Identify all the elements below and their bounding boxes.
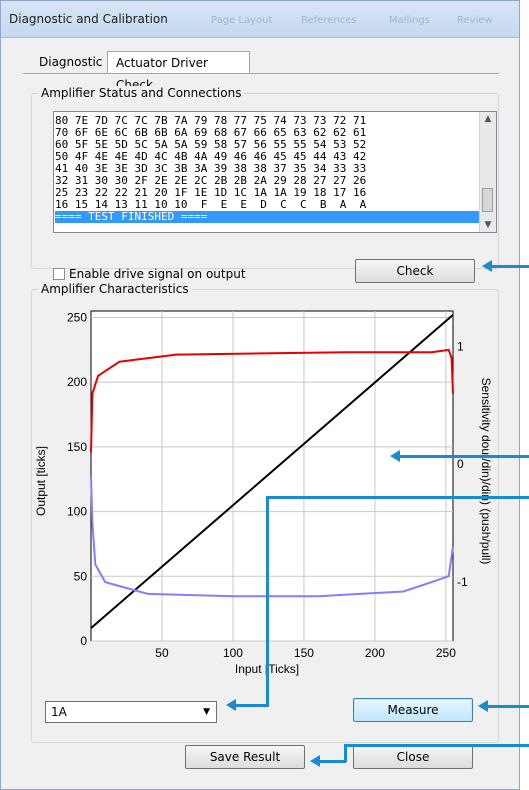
amplifier-status-group: Amplifier Status and Connections [31,86,499,269]
list-item[interactable]: 60 5F 5E 5D 5C 5A 5A 59 58 57 56 55 55 5… [55,138,367,151]
list-item-selected[interactable]: ==== TEST FINISHED ==== [55,211,480,223]
callout-line [266,496,269,706]
callout-line [268,496,529,499]
list-item[interactable]: 70 6F 6E 6C 6B 6B 6A 69 68 67 66 65 63 6… [55,126,367,139]
scroll-up-icon[interactable]: ▲ [484,114,492,124]
ghost-tab: Page Layout [211,15,273,26]
status-listbox[interactable]: 80 7E 7D 7C 7C 7B 7A 79 78 77 75 74 73 7… [53,111,497,233]
amplifier-characteristics-group: Amplifier Characteristics [31,282,499,743]
save-result-button[interactable]: Save Result [185,745,305,769]
ghost-tab: References [301,15,357,26]
callout-line [236,704,269,707]
x-tick-label: 200 [365,646,385,660]
callout-line [488,705,529,708]
close-button[interactable]: Close [353,745,473,769]
callout-arrow-icon [226,699,236,711]
x-tick-label: 50 [155,646,169,660]
scroll-thumb[interactable] [482,188,493,212]
callout-arrow-icon [478,700,488,712]
chevron-down-icon[interactable]: ▼ [203,707,210,717]
ghost-tab: Mailings [389,15,430,26]
y2-tick-label: 0 [457,457,464,471]
x-tick-label: 150 [294,646,314,660]
measure-button[interactable]: Measure [353,698,473,722]
y-tick-label: 100 [67,505,87,519]
y-axis-label: Output [ticks] [34,446,48,516]
window-title: Diagnostic and Calibration [9,12,168,26]
enable-drive-checkbox[interactable] [53,268,65,280]
y-tick-label: 250 [67,310,87,324]
amplifier-characteristics-title: Amplifier Characteristics [38,282,192,296]
callout-arrow-icon [390,450,400,462]
check-button[interactable]: Check [355,259,475,283]
list-item[interactable]: 16 15 14 13 11 10 10 F E E D C C B A A [55,198,367,211]
tab-actuator-driver-check[interactable]: Actuator Driver Check [107,51,250,92]
list-scrollbar[interactable]: ▲ ▼ [479,112,496,232]
ghost-tab: Review [457,15,493,26]
amplifier-status-title: Amplifier Status and Connections [38,86,245,100]
y-tick-label: 200 [67,375,87,389]
list-item[interactable]: 50 4F 4E 4E 4D 4C 4B 4A 49 46 46 45 45 4… [55,150,367,163]
callout-line [346,744,529,747]
tab-diagnostic[interactable]: Diagnostic [39,55,103,69]
list-item[interactable]: 41 40 3E 3E 3D 3C 3B 3A 39 38 38 37 35 3… [55,162,367,175]
series-line-1 [90,348,454,453]
callout-line [492,265,529,268]
y-tick-label: 50 [74,569,88,583]
channel-dropdown[interactable]: 1A ▼ [45,701,217,723]
axis-labels: 50 100 150 200 250 0 50 100 150 200 250 -1 0 1 [67,310,468,660]
channel-dropdown-value: 1A [51,705,67,719]
callout-line [344,744,347,762]
x-tick-label: 250 [436,646,456,660]
x-tick-label: 100 [223,646,243,660]
callout-line [320,760,346,763]
scroll-down-icon[interactable]: ▼ [484,220,492,230]
y2-axis-label: Sensitivity dout/din)/din) (push/pull) [479,378,493,565]
series-line-2 [90,475,454,598]
y-tick-label: 150 [67,440,87,454]
series-layer [90,314,454,629]
list-item[interactable]: 32 31 30 30 2F 2E 2E 2C 2B 2B 2A 29 28 2… [55,174,367,187]
y2-tick-label: -1 [457,575,468,589]
chart-grid [91,311,453,642]
callout-line [400,455,529,458]
list-item[interactable]: 80 7E 7D 7C 7C 7B 7A 79 78 77 75 74 73 7… [55,114,367,127]
y-tick-label: 0 [80,634,87,648]
callout-arrow-icon [482,260,492,272]
title-bar: Diagnostic and Calibration Page Layout R… [1,1,519,38]
list-item[interactable]: 25 23 22 22 21 20 1F 1E 1D 1C 1A 1A 19 1… [55,186,367,199]
callout-arrow-icon [310,755,320,767]
tab-page [23,73,499,784]
series-line-0 [90,314,454,629]
y2-tick-label: 1 [457,339,464,353]
enable-drive-label: Enable drive signal on output [69,267,246,281]
